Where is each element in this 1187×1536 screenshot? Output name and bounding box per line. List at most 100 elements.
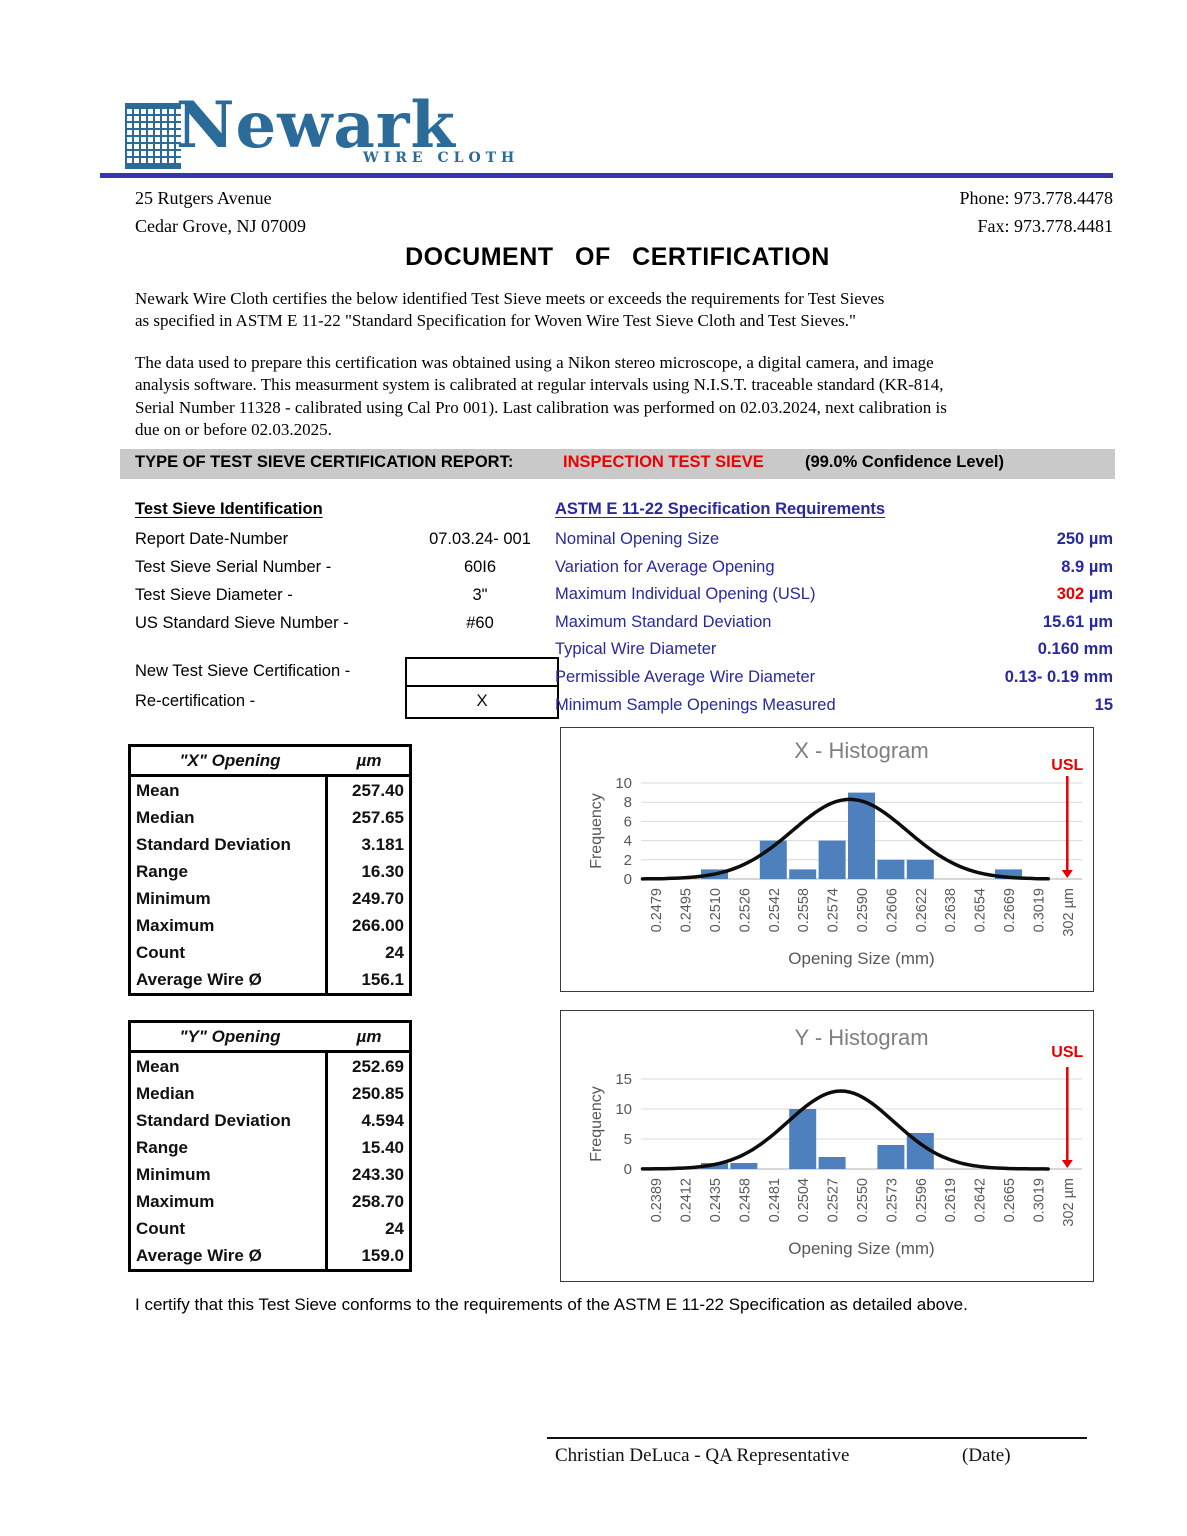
phone-number: Phone: 973.778.4478 bbox=[959, 188, 1113, 208]
table-row: Mean 257.40 bbox=[131, 777, 409, 804]
confidence-level: (99.0% Confidence Level) bbox=[805, 453, 1004, 471]
id-label: Test Sieve Diameter - bbox=[135, 586, 293, 604]
specification-heading: ASTM E 11-22 Specification Requirements bbox=[555, 500, 886, 518]
spec-row: Maximum Standard Deviation 15.61 µm bbox=[555, 613, 1113, 637]
x-tick-label: 0.2504 bbox=[796, 1178, 812, 1222]
x-axis-title: Opening Size (mm) bbox=[788, 1239, 934, 1258]
spec-number: 250 bbox=[1056, 530, 1085, 548]
id-label: Re-certification - bbox=[135, 692, 256, 710]
x-histogram-chart: 0 2 4 6 8 10 USL 0.2479 0.2495 0.2510 0.2526 0.2542… bbox=[560, 727, 1094, 992]
certification-checkboxes: X bbox=[405, 657, 559, 719]
x-tick-label: 0.2619 bbox=[943, 1178, 959, 1222]
x-tick-label: 0.2458 bbox=[737, 1178, 753, 1222]
id-row-sieve-number: US Standard Sieve Number - #60 bbox=[135, 614, 555, 638]
table-row: Median 250.85 bbox=[131, 1080, 409, 1107]
table-row: Range 15.40 bbox=[131, 1134, 409, 1161]
y-tick-label: 5 bbox=[624, 1131, 632, 1148]
wire-mesh-logo-icon bbox=[125, 103, 181, 169]
y-tick-label: 2 bbox=[624, 852, 632, 869]
header-divider bbox=[100, 173, 1113, 178]
x-table-unit: µm bbox=[356, 750, 382, 770]
x-tick-label: 0.2654 bbox=[973, 888, 989, 932]
x-tick-label: 0.3019 bbox=[1031, 1178, 1047, 1222]
usl-label: USL bbox=[1051, 757, 1083, 774]
spec-value: 15.61 µm bbox=[1043, 613, 1113, 632]
x-tick-label: 0.2642 bbox=[973, 1178, 989, 1222]
x-tick-label: 0.2669 bbox=[1002, 888, 1018, 932]
y-axis-title: Frequency bbox=[588, 1086, 605, 1162]
id-value: #60 bbox=[466, 614, 494, 632]
spec-number: 0.160 bbox=[1037, 640, 1080, 658]
y-tick-label: 6 bbox=[624, 813, 632, 830]
table-row: Minimum 249.70 bbox=[131, 885, 409, 912]
y-table-unit: µm bbox=[356, 1026, 382, 1046]
signature-line bbox=[547, 1437, 1087, 1439]
spec-unit: µm bbox=[1088, 530, 1113, 548]
spec-unit: µm bbox=[1088, 613, 1113, 631]
new-cert-checkbox bbox=[407, 659, 557, 687]
y-tick-label: 8 bbox=[624, 794, 632, 811]
spec-value: 0.160 mm bbox=[1038, 640, 1113, 659]
brand-subtitle: WIRE CLOTH bbox=[363, 150, 520, 166]
usl-arrowhead bbox=[1061, 870, 1073, 878]
spec-unit: mm bbox=[1083, 668, 1113, 686]
x-tick-label: 0.2573 bbox=[884, 1178, 900, 1222]
chart-title: Y - Histogram bbox=[794, 1025, 928, 1050]
histogram-bar bbox=[877, 1145, 905, 1169]
spec-unit: mm bbox=[1083, 640, 1113, 658]
spec-row: Nominal Opening Size 250 µm bbox=[555, 530, 1113, 554]
id-row-report-date: Report Date-Number 07.03.24- 001 bbox=[135, 530, 555, 554]
spec-value: 15 bbox=[1095, 696, 1113, 715]
spec-row: Variation for Average Opening 8.9 µm bbox=[555, 558, 1113, 582]
x-tick-label: 0.2481 bbox=[767, 1178, 783, 1222]
histogram-bar bbox=[789, 869, 817, 879]
x-tick-label: 0.3019 bbox=[1031, 888, 1047, 932]
y-tick-label: 15 bbox=[615, 1071, 632, 1088]
x-tick-label: 0.2435 bbox=[708, 1178, 724, 1222]
table-row: Range 16.30 bbox=[131, 858, 409, 885]
histogram-bar bbox=[877, 859, 905, 879]
y-tick-label: 10 bbox=[615, 775, 632, 792]
histogram-bar bbox=[906, 859, 934, 879]
table-row: Count 24 bbox=[131, 939, 409, 966]
x-tick-label: 0.2622 bbox=[914, 888, 930, 932]
spec-number: 302 bbox=[1056, 585, 1085, 603]
id-label: Test Sieve Serial Number - bbox=[135, 558, 332, 576]
x-table-title: "X" Opening bbox=[179, 750, 281, 770]
table-row: Minimum 243.30 bbox=[131, 1161, 409, 1188]
spec-number: 0.13- 0.19 bbox=[1004, 668, 1080, 686]
x-tick-label: 0.2527 bbox=[826, 1178, 842, 1222]
spec-number: 15.61 bbox=[1042, 613, 1085, 631]
y-opening-table: "Y" Opening µm Mean 252.69 Median 250.85 S… bbox=[128, 1020, 412, 1272]
report-type-value: INSPECTION TEST SIEVE bbox=[563, 453, 764, 471]
id-row-diameter: Test Sieve Diameter - 3" bbox=[135, 586, 555, 610]
chart-title: X - Histogram bbox=[794, 738, 928, 763]
spec-row: Maximum Individual Opening (USL) 302 µm bbox=[555, 585, 1113, 609]
x-tick-label: 0.2495 bbox=[679, 888, 695, 932]
histogram-bar bbox=[995, 869, 1022, 879]
report-type-label: TYPE OF TEST SIEVE CERTIFICATION REPORT: bbox=[135, 453, 514, 471]
fax-number: Fax: 973.778.4481 bbox=[977, 216, 1113, 236]
id-label: US Standard Sieve Number - bbox=[135, 614, 349, 632]
table-row: Standard Deviation 3.181 bbox=[131, 831, 409, 858]
table-row: Mean 252.69 bbox=[131, 1053, 409, 1080]
y-axis-title: Frequency bbox=[588, 793, 605, 869]
certification-paragraph: Newark Wire Cloth certifies the below id… bbox=[135, 289, 885, 331]
spec-value: 250 µm bbox=[1057, 530, 1113, 549]
x-tick-label: 0.2638 bbox=[943, 888, 959, 932]
table-row: Median 257.65 bbox=[131, 804, 409, 831]
spec-row: Permissible Average Wire Diameter 0.13- … bbox=[555, 668, 1113, 692]
spec-label: Maximum Individual Opening (USL) bbox=[555, 585, 816, 603]
histogram-bar bbox=[818, 840, 846, 879]
certify-statement: I certify that this Test Sieve conforms … bbox=[135, 1295, 968, 1314]
x-table-header: "X" Opening µm bbox=[131, 747, 409, 777]
brand-name: Newark bbox=[176, 88, 456, 163]
date-label: (Date) bbox=[962, 1445, 1011, 1466]
method-paragraph: The data used to prepare this certificat… bbox=[135, 353, 947, 440]
x-tick-label: 302 µm bbox=[1061, 888, 1077, 937]
normal-curve bbox=[640, 797, 1050, 881]
table-row: Count 24 bbox=[131, 1215, 409, 1242]
id-label: Report Date-Number bbox=[135, 530, 289, 548]
id-row-new-cert: New Test Sieve Certification - bbox=[135, 662, 555, 686]
